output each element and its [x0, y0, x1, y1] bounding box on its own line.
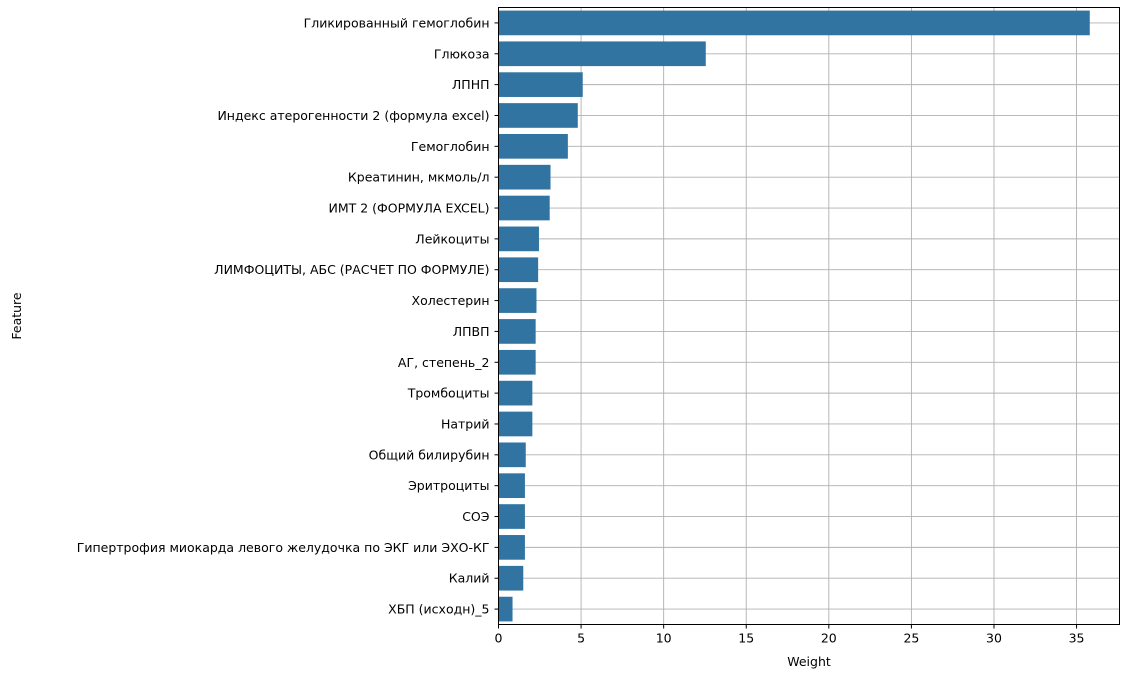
- x-tick-label: 0: [495, 631, 503, 646]
- x-tick-label: 15: [738, 631, 754, 646]
- bar: [498, 504, 525, 529]
- bar: [498, 535, 525, 560]
- bar: [498, 103, 578, 128]
- x-tick-label: 10: [656, 631, 672, 646]
- y-tick-label: ЛПНП: [452, 77, 490, 92]
- bar: [498, 226, 539, 252]
- bar: [498, 442, 526, 468]
- y-axis: Гликированный гемоглобин Глюкоза ЛПНП Индек…: [77, 15, 499, 617]
- y-tick-label: Индекс атерогенности 2 (формула excel): [217, 108, 489, 123]
- bar: [498, 257, 539, 283]
- y-tick-label: Тромбоциты: [407, 386, 490, 401]
- y-tick-label: Гипертрофия миокарда левого желудочка по…: [77, 540, 490, 555]
- bar: [498, 72, 583, 97]
- y-tick-label: Натрий: [441, 416, 490, 431]
- y-axis-label: Feature: [9, 292, 24, 340]
- y-tick-label: Эритроциты: [408, 478, 489, 493]
- y-tick-label: Калий: [449, 571, 490, 586]
- bar: [498, 195, 550, 221]
- bar: [498, 596, 513, 622]
- y-tick-label: Глюкоза: [434, 46, 490, 61]
- plot-frame: [498, 7, 1120, 625]
- x-axis: 0 5 10 15 20 25 30 35: [495, 624, 1085, 646]
- bar: [498, 319, 536, 344]
- bar: [498, 349, 536, 375]
- y-tick-label: АГ, степень_2: [398, 355, 490, 370]
- y-tick-label: ЛИМФОЦИТЫ, АБС (РАСЧЕТ ПО ФОРМУЛЕ): [214, 262, 489, 277]
- x-tick-label: 25: [903, 631, 919, 646]
- y-tick-label: Лейкоциты: [415, 231, 489, 246]
- bar: [498, 411, 533, 437]
- bar: [498, 380, 533, 406]
- bar: [498, 473, 525, 499]
- y-tick-label: Холестерин: [412, 293, 490, 308]
- x-tick-label: 20: [821, 631, 837, 646]
- y-tick-label: Креатинин, мкмоль/л: [348, 170, 490, 185]
- x-tick-label: 30: [986, 631, 1002, 646]
- y-tick-label: Общий билирубин: [369, 447, 490, 462]
- bar: [498, 10, 1090, 36]
- bar: [498, 288, 537, 313]
- y-tick-label: ИМТ 2 (ФОРМУЛА EXCEL): [328, 201, 489, 216]
- y-tick-label: ХБП (исходн)_5: [388, 602, 489, 617]
- y-tick-label: Гликированный гемоглобин: [304, 15, 490, 30]
- bar: [498, 164, 551, 190]
- bar: [498, 565, 524, 591]
- y-tick-label: СОЭ: [462, 509, 490, 524]
- x-tick-label: 35: [1069, 631, 1085, 646]
- y-tick-label: ЛПВП: [453, 324, 490, 339]
- bar: [498, 133, 568, 159]
- bar-layer: [498, 10, 1090, 622]
- x-tick-label: 5: [577, 631, 585, 646]
- y-tick-label: Гемоглобин: [411, 139, 490, 154]
- x-axis-label: Weight: [787, 654, 831, 669]
- grid-layer: [498, 7, 1120, 625]
- bar: [498, 41, 706, 67]
